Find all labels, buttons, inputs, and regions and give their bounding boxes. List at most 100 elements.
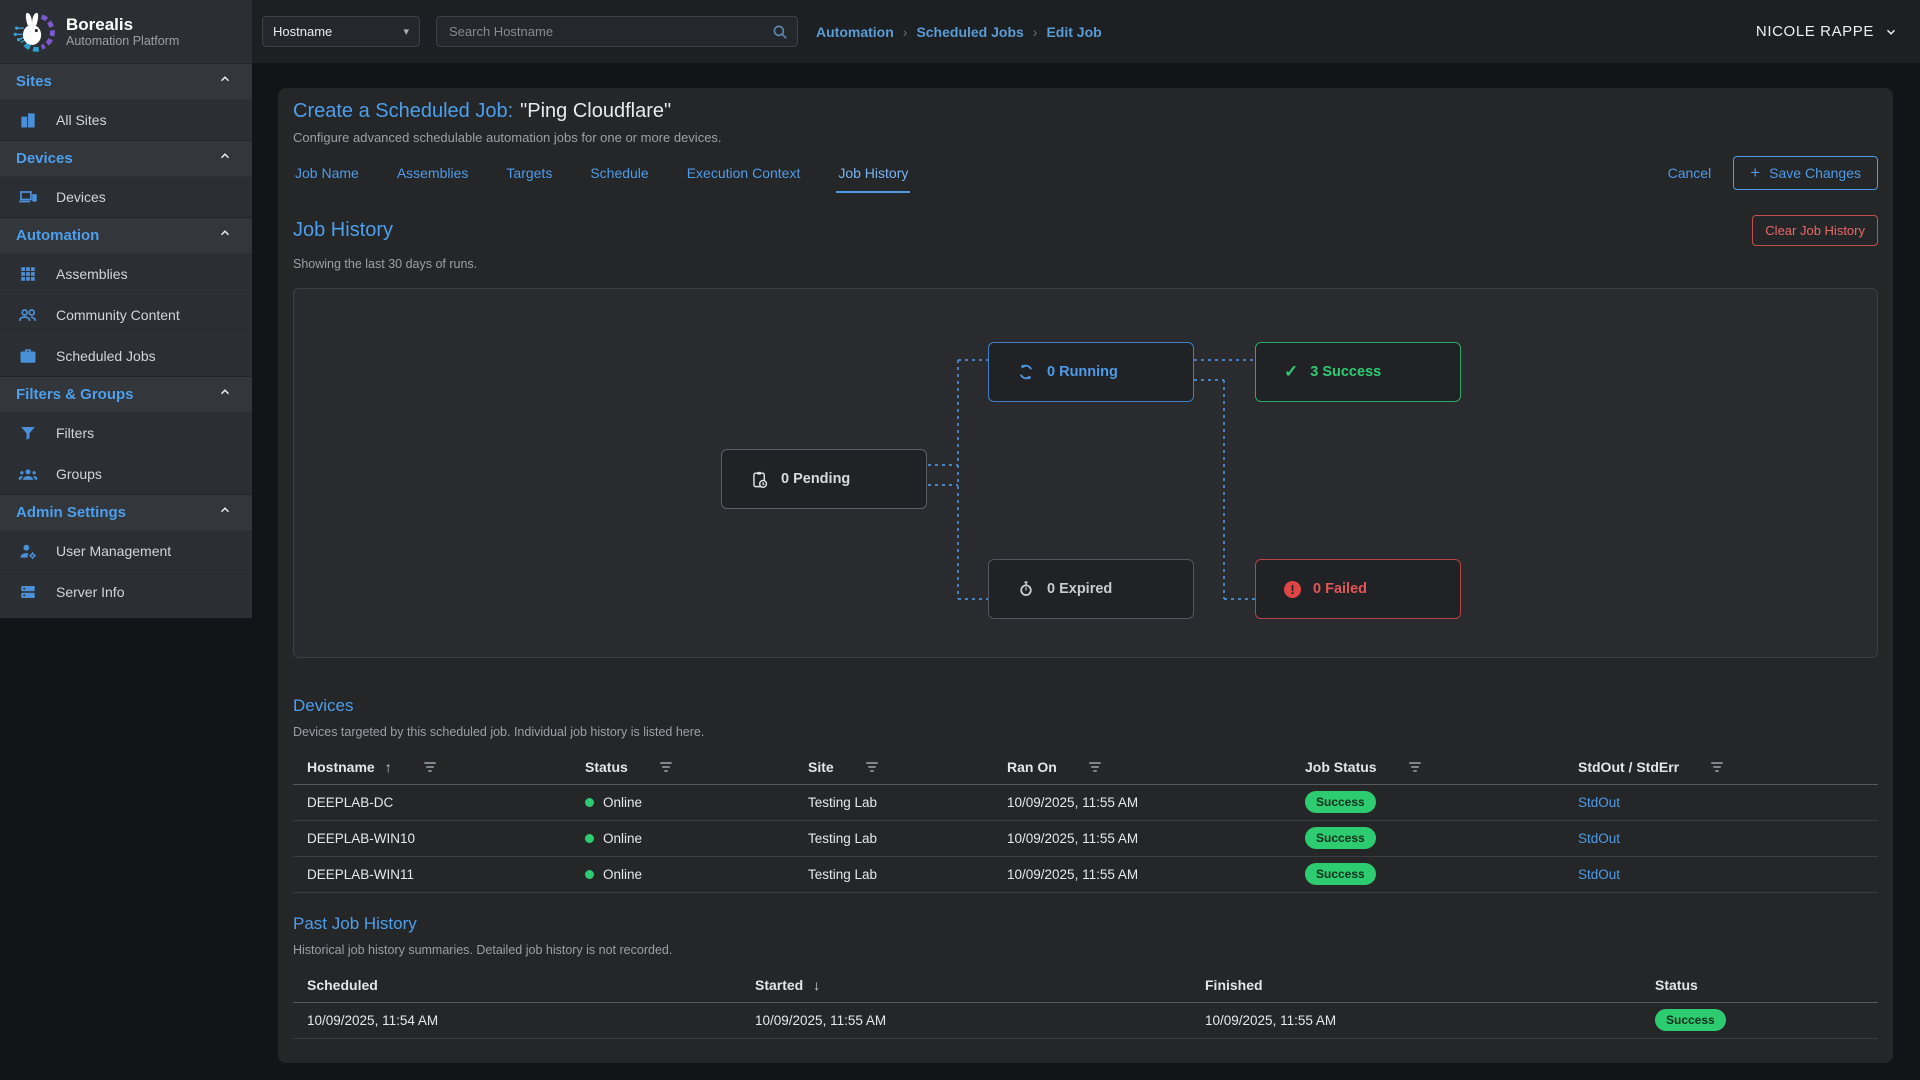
tab-assemblies[interactable]: Assemblies (396, 165, 469, 181)
brand-block[interactable]: Borealis Automation Platform (0, 0, 252, 63)
stdout-link[interactable]: StdOut (1578, 794, 1621, 810)
filter-menu-icon[interactable] (423, 762, 436, 773)
chevron-up-icon (218, 385, 232, 404)
flow-node-pending: 0 Pending (721, 449, 927, 509)
column-label: Status (1655, 977, 1698, 994)
building-icon (18, 110, 38, 130)
save-changes-label: Save Changes (1769, 165, 1861, 181)
sidebar-item-assemblies[interactable]: Assemblies (0, 253, 252, 294)
sidebar-section-label: Filters & Groups (16, 386, 134, 403)
breadcrumb-automation[interactable]: Automation (816, 23, 894, 40)
online-status-dot (585, 833, 594, 843)
flow-connectors (928, 359, 1255, 600)
device-row[interactable]: DEEPLAB-WIN11 Online Testing Lab 10/09/2… (293, 856, 1878, 893)
tab-job-history[interactable]: Job History (836, 159, 911, 193)
sidebar-section-devices[interactable]: Devices (0, 140, 252, 176)
column-header-hostname[interactable]: Hostname ↑ (293, 751, 571, 785)
status-label: Online (603, 830, 643, 846)
past-job-history-subheading: Historical job history summaries. Detail… (293, 943, 673, 957)
column-header-site[interactable]: Site (794, 751, 993, 785)
flow-node-expired: 0 Expired (988, 559, 1194, 619)
sidebar-item-groups[interactable]: Groups (0, 453, 252, 494)
plus-icon: + (1750, 163, 1761, 182)
column-header-status[interactable]: Status (1641, 969, 1878, 1003)
device-site-cell: Testing Lab (794, 856, 993, 893)
column-header-finished[interactable]: Finished (1191, 969, 1641, 1003)
breadcrumb-edit-job[interactable]: Edit Job (1046, 23, 1102, 40)
hostname-filter-select[interactable]: Hostname ▾ (262, 16, 420, 47)
device-row[interactable]: DEEPLAB-WIN10 Online Testing Lab 10/09/2… (293, 820, 1878, 857)
search-input[interactable] (447, 23, 771, 40)
sidebar-item-label: Community Content (56, 307, 180, 323)
cancel-button[interactable]: Cancel (1667, 165, 1712, 181)
past-job-history-heading: Past Job History (293, 914, 417, 933)
tab-execution-context[interactable]: Execution Context (686, 165, 801, 181)
sync-icon (1017, 363, 1035, 381)
device-job-status-cell: Success (1291, 820, 1564, 857)
breadcrumb-scheduled-jobs[interactable]: Scheduled Jobs (916, 23, 1024, 40)
past-job-row[interactable]: 10/09/2025, 11:54 AM 10/09/2025, 11:55 A… (293, 1002, 1878, 1039)
device-row[interactable]: DEEPLAB-DC Online Testing Lab 10/09/2025… (293, 784, 1878, 821)
sidebar-item-scheduled-jobs[interactable]: Scheduled Jobs (0, 335, 252, 376)
page-title-highlight: Create a Scheduled Job: (293, 100, 514, 122)
filter-menu-icon[interactable] (1711, 762, 1724, 773)
sidebar-item-label: Scheduled Jobs (56, 348, 156, 364)
column-header-started[interactable]: Started ↓ (741, 969, 1191, 1003)
search-box[interactable] (436, 16, 798, 47)
tab-job-name[interactable]: Job Name (295, 165, 359, 181)
sidebar-section-label: Sites (16, 73, 52, 90)
sidebar-item-filters[interactable]: Filters (0, 412, 252, 453)
chevron-up-icon (218, 503, 232, 522)
sidebar-item-all-sites[interactable]: All Sites (0, 99, 252, 140)
column-label: Site (808, 759, 834, 776)
sidebar-item-server-info[interactable]: Server Info (0, 571, 252, 612)
server-icon (18, 583, 38, 601)
sidebar-item-community-content[interactable]: Community Content (0, 294, 252, 335)
save-changes-button[interactable]: + Save Changes (1733, 156, 1878, 190)
device-stdout-cell: StdOut (1564, 784, 1878, 821)
column-label: Finished (1205, 977, 1263, 994)
column-header-ran-on[interactable]: Ran On (993, 751, 1291, 785)
sidebar-section-sites[interactable]: Sites (0, 63, 252, 99)
filter-menu-icon[interactable] (1408, 762, 1421, 773)
stopwatch-icon (1017, 580, 1035, 598)
clipboard-clock-icon (750, 470, 769, 489)
sidebar-section-admin-settings[interactable]: Admin Settings (0, 494, 252, 530)
community-icon (18, 305, 38, 325)
search-icon[interactable] (771, 23, 789, 41)
brand-name: Borealis (66, 14, 134, 34)
sidebar-item-devices[interactable]: Devices (0, 176, 252, 217)
user-menu[interactable]: NICOLE RAPPE (1756, 23, 1898, 40)
column-label: Ran On (1007, 759, 1057, 776)
column-header-job-status[interactable]: Job Status (1291, 751, 1564, 785)
groups-icon (18, 464, 38, 484)
tab-schedule[interactable]: Schedule (590, 165, 649, 181)
stdout-link[interactable]: StdOut (1578, 866, 1621, 882)
stdout-link[interactable]: StdOut (1578, 830, 1621, 846)
past-job-history-section: Past Job History Historical job history … (293, 914, 1878, 1039)
column-header-status[interactable]: Status (571, 751, 794, 785)
device-ran-on-cell: 10/09/2025, 11:55 AM (993, 784, 1291, 821)
column-header-scheduled[interactable]: Scheduled (293, 969, 741, 1003)
check-icon: ✓ (1284, 362, 1299, 381)
flow-node-success: ✓ 3 Success (1255, 342, 1461, 402)
filter-menu-icon[interactable] (865, 762, 878, 773)
column-label: Started (755, 977, 804, 994)
brand-tagline: Automation Platform (66, 33, 180, 48)
column-label: Scheduled (307, 977, 378, 994)
status-badge: Success (1305, 863, 1376, 885)
sidebar-item-user-management[interactable]: User Management (0, 530, 252, 571)
tab-targets[interactable]: Targets (506, 165, 553, 181)
sidebar-section-automation[interactable]: Automation (0, 217, 252, 253)
device-site-cell: Testing Lab (794, 820, 993, 857)
device-ran-on-cell: 10/09/2025, 11:55 AM (993, 820, 1291, 857)
chevron-up-icon (218, 72, 232, 91)
breadcrumb-separator-icon: › (902, 23, 908, 40)
filter-menu-icon[interactable] (659, 762, 672, 773)
clear-job-history-button[interactable]: Clear Job History (1752, 214, 1878, 246)
page-title: Create a Scheduled Job: "Ping Cloudflare" (293, 100, 722, 123)
column-header-stdout-stderr[interactable]: StdOut / StdErr (1564, 751, 1878, 785)
sidebar-section-filters-groups[interactable]: Filters & Groups (0, 376, 252, 412)
filter-menu-icon[interactable] (1088, 762, 1101, 773)
page-head: Create a Scheduled Job: "Ping Cloudflare"… (293, 100, 722, 145)
